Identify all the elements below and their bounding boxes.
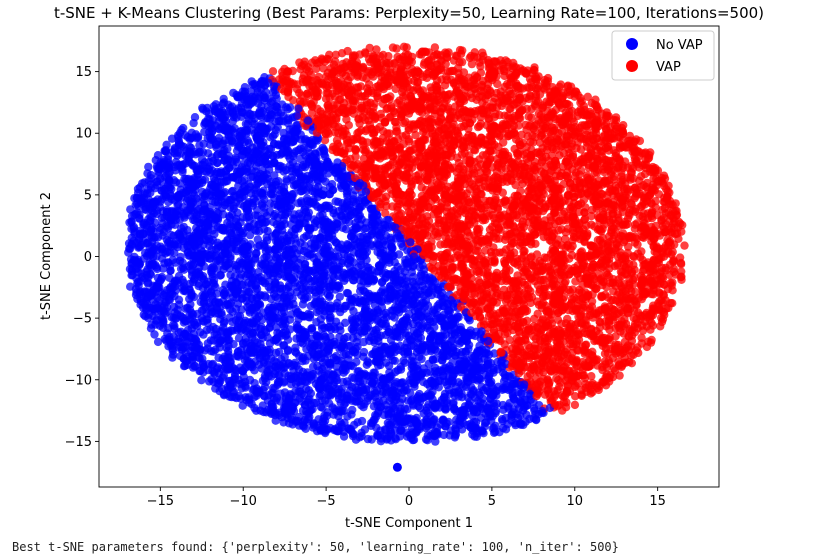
point-vap: [467, 59, 477, 69]
point-no-vap: [359, 403, 368, 412]
point-no-vap: [359, 337, 368, 347]
point-no-vap: [343, 412, 352, 421]
point-vap: [656, 322, 665, 331]
point-vap: [268, 67, 278, 76]
point-no-vap: [319, 145, 328, 154]
point-vap: [525, 273, 535, 282]
point-no-vap: [150, 330, 159, 339]
point-no-vap: [124, 248, 133, 257]
scatter-chart: t-SNE + K-Means Clustering (Best Params:…: [39, 4, 764, 531]
point-vap: [632, 346, 641, 355]
point-vap: [381, 209, 390, 218]
point-no-vap: [158, 248, 168, 257]
point-no-vap: [165, 273, 174, 282]
point-no-vap: [359, 347, 369, 357]
point-vap: [511, 180, 520, 190]
chart-title: t-SNE + K-Means Clustering (Best Params:…: [54, 4, 764, 22]
point-vap: [587, 211, 596, 221]
point-no-vap: [253, 235, 262, 244]
point-no-vap: [270, 139, 279, 149]
point-no-vap: [194, 148, 203, 157]
point-vap: [430, 43, 440, 52]
point-vap: [488, 222, 497, 232]
point-vap: [556, 80, 565, 89]
point-vap: [506, 104, 515, 114]
point-no-vap: [356, 286, 365, 296]
scatter-points: [124, 42, 689, 472]
point-vap: [457, 57, 467, 67]
point-vap: [629, 252, 639, 262]
point-no-vap: [153, 151, 163, 160]
point-vap: [295, 88, 304, 98]
point-vap: [580, 208, 589, 217]
point-no-vap: [174, 271, 184, 281]
point-vap: [637, 247, 646, 256]
point-vap: [680, 241, 689, 250]
point-vap: [576, 145, 586, 154]
point-vap: [516, 186, 525, 196]
point-no-vap: [234, 334, 244, 343]
